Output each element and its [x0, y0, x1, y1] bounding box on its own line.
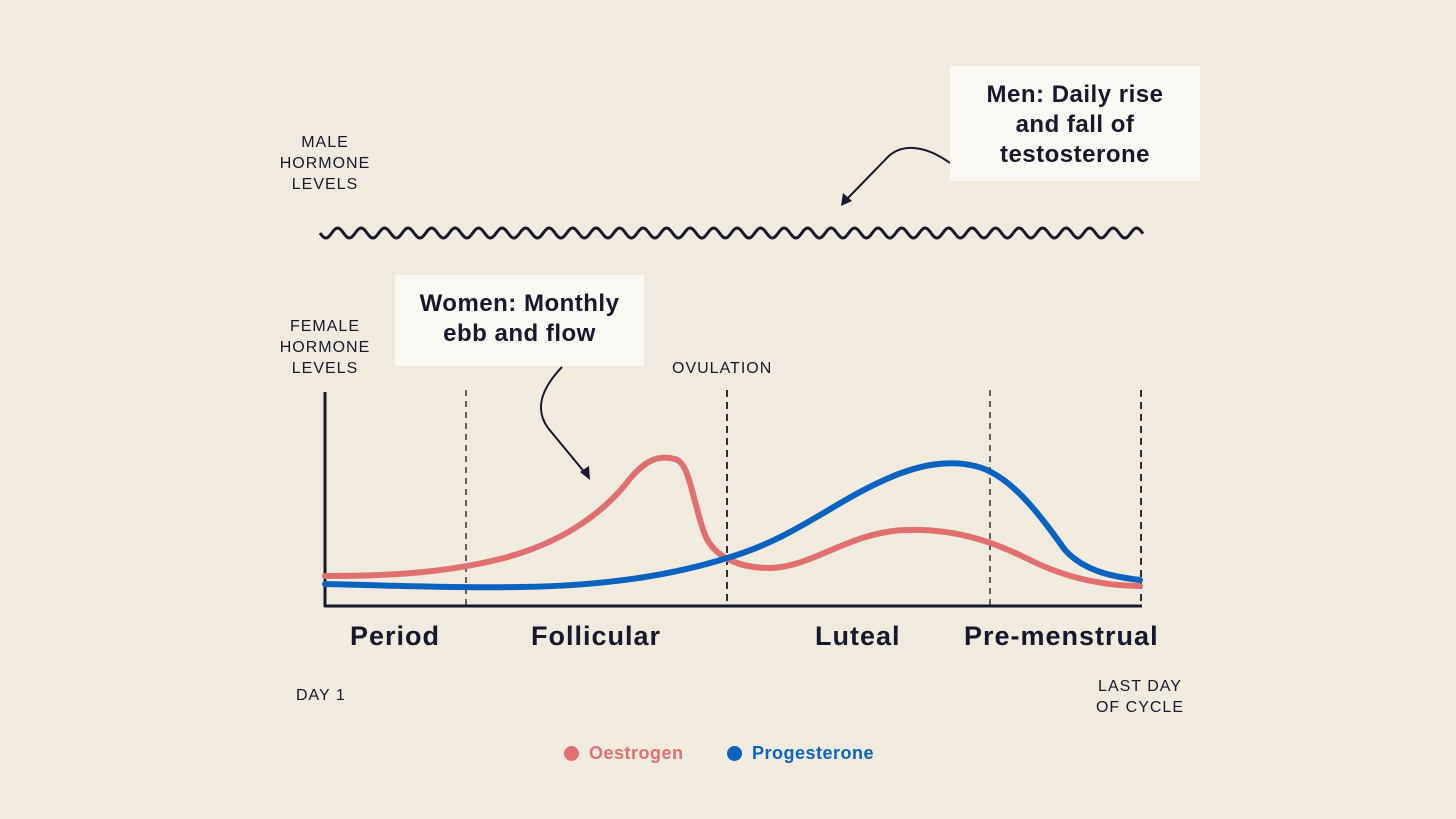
women-arrowhead [580, 466, 590, 480]
legend-oestrogen: Oestrogen [564, 743, 684, 764]
men-callout: Men: Daily rise and fall of testosterone [950, 66, 1200, 181]
legend-progesterone: Progesterone [727, 743, 874, 764]
men-callout-arrow [845, 146, 951, 201]
oestrogen-curve [322, 454, 1143, 589]
last-day-label: LAST DAY OF CYCLE [1095, 678, 1184, 716]
day-1-label: DAY 1 [296, 687, 346, 704]
oestrogen-legend-dot [564, 746, 579, 761]
oestrogen-legend-label: Oestrogen [589, 743, 684, 763]
women-callout: Women: Monthly ebb and flow [395, 275, 644, 366]
phase-premenstrual: Pre-menstrual [964, 621, 1159, 651]
phase-follicular: Follicular [531, 621, 662, 651]
progesterone-legend-dot [727, 746, 742, 761]
ovulation-label: OVULATION [672, 360, 773, 377]
female-axis-label: FEMALE HORMONE LEVELS [279, 318, 371, 377]
men-arrowhead [841, 193, 852, 206]
male-axis-label: MALE HORMONE LEVELS [279, 134, 371, 193]
male-hormone-wave [318, 226, 1145, 240]
progesterone-curve [322, 460, 1143, 591]
progesterone-legend-label: Progesterone [752, 743, 875, 763]
phase-luteal: Luteal [815, 621, 901, 651]
phase-period: Period [350, 621, 441, 651]
women-callout-arrow [539, 366, 587, 475]
